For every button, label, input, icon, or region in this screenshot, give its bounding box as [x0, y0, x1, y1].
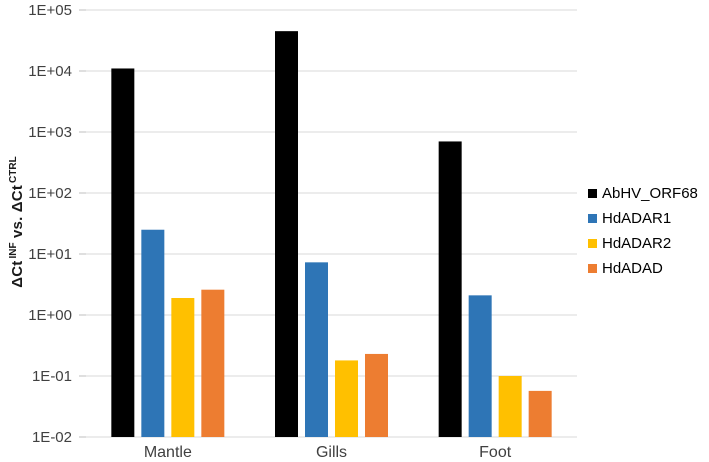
bar-HdADAR2-Gills — [335, 360, 358, 437]
y-tick-label: 1E+00 — [28, 307, 72, 324]
legend-swatch-icon — [588, 189, 597, 198]
bar-AbHV_ORF68-Gills — [275, 31, 298, 437]
legend-swatch-icon — [588, 264, 597, 273]
y-axis-title: ΔCtINF vs. ΔCtCTRL — [8, 156, 26, 287]
category-label: Mantle — [144, 444, 192, 461]
legend-item-HdADAD: HdADAD — [588, 256, 698, 281]
legend-swatch-icon — [588, 214, 597, 223]
legend-label: AbHV_ORF68 — [602, 185, 698, 202]
bar-HdADAD-Mantle — [201, 289, 225, 437]
bar-HdADAR2-Mantle — [171, 297, 195, 437]
bar-HdADAR1-Gills — [305, 262, 328, 437]
category-label: Gills — [316, 444, 347, 461]
bar-AbHV_ORF68-Foot — [438, 141, 462, 437]
legend-item-HdADAR1: HdADAR1 — [588, 206, 698, 231]
legend-item-AbHV_ORF68: AbHV_ORF68 — [588, 181, 698, 206]
y-tick-label: 1E-01 — [32, 368, 72, 385]
legend: AbHV_ORF68 HdADAR1 HdADAR2 HdADAD — [588, 181, 698, 281]
y-tick-label: 1E+03 — [28, 124, 72, 141]
y-tick-label: 1E+04 — [28, 63, 72, 80]
legend-item-HdADAR2: HdADAR2 — [588, 231, 698, 256]
y-tick-label: 1E-02 — [32, 429, 72, 446]
bar-HdADAD-Gills — [365, 353, 388, 437]
y-axis-title-text: ΔCt — [9, 184, 26, 213]
legend-label: HdADAR2 — [602, 235, 672, 252]
legend-label: HdADAD — [602, 260, 663, 277]
bar-HdADAR2-Foot — [498, 376, 522, 437]
y-tick-label: 1E+01 — [28, 246, 72, 263]
bar-HdADAR1-Foot — [468, 295, 492, 437]
bar-AbHV_ORF68-Mantle — [111, 68, 135, 438]
bar-HdADAR1-Mantle — [141, 229, 165, 437]
legend-label: HdADAR1 — [602, 210, 672, 227]
category-label: Foot — [479, 444, 512, 461]
y-axis-title-superscript-inf: INF — [8, 242, 19, 259]
y-tick-label: 1E+02 — [28, 185, 72, 202]
bar-HdADAD-Foot — [528, 390, 552, 437]
y-tick-label: 1E+05 — [28, 2, 72, 19]
y-axis-title-text: ΔCt — [9, 260, 26, 288]
legend-swatch-icon — [588, 239, 597, 248]
y-axis-title-text: vs. — [9, 212, 26, 243]
y-axis-title-superscript-ctrl: CTRL — [8, 156, 19, 183]
